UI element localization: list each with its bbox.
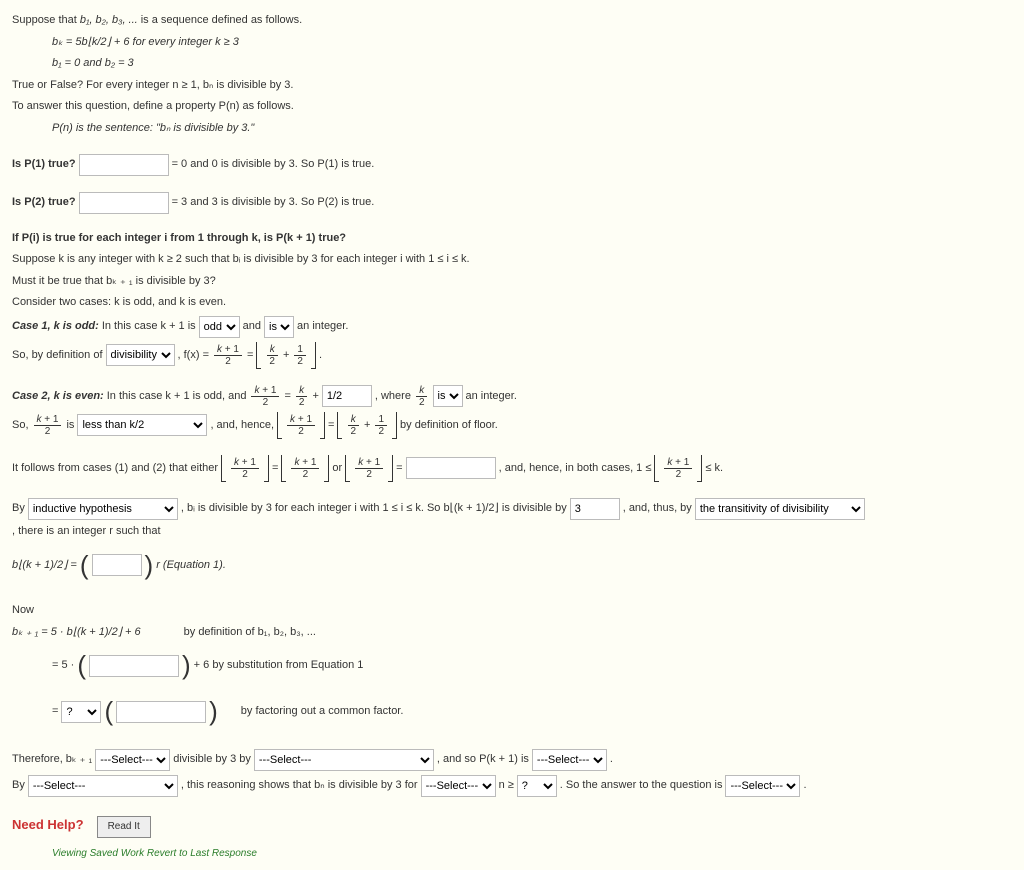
bk1-line1: bₖ ₊ ₁ = 5 · b⌊(k + 1)/2⌋ + 6 by definit…	[12, 624, 1012, 642]
pn-def: P(n) is the sentence: "bₙ is divisible b…	[52, 120, 1012, 138]
divisible-by-input[interactable]	[570, 498, 620, 520]
p2-row: Is P(2) true? = 3 and 3 is divisible by …	[12, 192, 1012, 214]
case1-is-select[interactable]: is	[264, 316, 294, 338]
footer-link[interactable]: Viewing Saved Work Revert to Last Respon…	[52, 846, 1012, 862]
p2-label: Is P(2) true?	[12, 194, 76, 212]
bk1-line2: = 5 · ( ) + 6 by substitution from Equat…	[52, 645, 1012, 687]
final-sel1[interactable]: ---Select---	[28, 775, 178, 797]
therefore-row: Therefore, bₖ ₊ ₁ ---Select--- divisible…	[12, 749, 1012, 771]
case2-half-input[interactable]	[322, 385, 372, 407]
bk1-sub-input[interactable]	[89, 655, 179, 677]
inductive-heading: If P(i) is true for each integer i from …	[12, 230, 1012, 248]
p1-row: Is P(1) true? = 0 and 0 is divisible by …	[12, 154, 1012, 176]
case2-so-row: So, k + 12 is less than k/2 , and, hence…	[12, 412, 1012, 439]
therefore-sel3[interactable]: ---Select---	[532, 749, 607, 771]
case1-divisibility-select[interactable]: divisibility	[106, 344, 175, 366]
true-false-q: True or False? For every integer n ≥ 1, …	[12, 77, 1012, 95]
p1-label: Is P(1) true?	[12, 156, 76, 174]
case1-so-row: So, by definition of divisibility , f(x)…	[12, 342, 1012, 369]
need-help-box: Need Help? Read It	[12, 815, 1012, 838]
read-it-button[interactable]: Read It	[97, 816, 151, 838]
final-row: By ---Select--- , this reasoning shows t…	[12, 775, 1012, 797]
bk1-factor-select[interactable]: ?	[61, 701, 101, 723]
final-sel2[interactable]: ---Select---	[421, 775, 496, 797]
case1-row: Case 1, k is odd: In this case k + 1 is …	[12, 316, 1012, 338]
follows-row: It follows from cases (1) and (2) that e…	[12, 455, 1012, 482]
need-help-title: Need Help?	[12, 817, 84, 832]
p2-input[interactable]	[79, 192, 169, 214]
initial-cond: b₁ = 0 and b₂ = 3	[52, 55, 1012, 73]
case2-row: Case 2, k is even: In this case k + 1 is…	[12, 385, 1012, 408]
by-hyp-row: By inductive hypothesis , bᵢ is divisibl…	[12, 498, 1012, 541]
suppose-line: Suppose k is any integer with k ≥ 2 such…	[12, 251, 1012, 269]
cases-line: Consider two cases: k is odd, and k is e…	[12, 294, 1012, 312]
equation-1-row: b⌊(k + 1)/2⌋ = ( ) r (Equation 1).	[12, 545, 1012, 587]
follows-input[interactable]	[406, 457, 496, 479]
transitivity-select[interactable]: the transitivity of divisibility	[695, 498, 865, 520]
eq1-input[interactable]	[92, 554, 142, 576]
final-sel4[interactable]: ---Select---	[725, 775, 800, 797]
case2-is-select[interactable]: is	[433, 385, 463, 407]
bk1-line3: = ? ( ) by factoring out a common factor…	[52, 691, 1012, 733]
must-line: Must it be true that bₖ ₊ ₁ is divisible…	[12, 273, 1012, 291]
now-label: Now	[12, 602, 1012, 620]
inductive-hyp-select[interactable]: inductive hypothesis	[28, 498, 178, 520]
p1-input[interactable]	[79, 154, 169, 176]
intro-line-1: Suppose that b₁, b₂, b₃, ... is a sequen…	[12, 12, 1012, 30]
bk1-factor-input[interactable]	[116, 701, 206, 723]
therefore-sel2[interactable]: ---Select---	[254, 749, 434, 771]
case2-compare-select[interactable]: less than k/2	[77, 414, 207, 436]
define-prop: To answer this question, define a proper…	[12, 98, 1012, 116]
case1-parity-select[interactable]: odd	[199, 316, 240, 338]
recurrence: bₖ = 5b⌊k/2⌋ + 6 for every integer k ≥ 3	[52, 34, 1012, 52]
final-sel3[interactable]: ?	[517, 775, 557, 797]
therefore-sel1[interactable]: ---Select---	[95, 749, 170, 771]
